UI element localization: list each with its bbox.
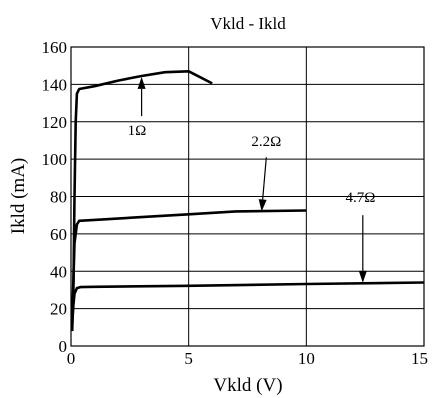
series-label-2: 2.2Ω [251,134,281,150]
y-tick-label: 80 [50,188,67,207]
series-line-1 [70,70,213,332]
annotation-arrowhead-2 [258,199,267,212]
tick-labels: 0 20 40 60 80 100 120 140 160 0 5 10 15 [42,38,429,368]
y-axis-label: Ikld (mA) [8,158,29,235]
y-tick-label: 100 [42,150,68,169]
series-line-2 [70,209,307,317]
annotation-arrowhead-1 [137,76,146,89]
y-tick-label: 60 [50,225,67,244]
series-line-3 [70,281,425,324]
y-tick-label: 0 [59,337,68,356]
plot-frame [70,46,425,347]
grid-lines [71,47,424,346]
annotation-arrowhead-3 [358,270,367,283]
y-tick-label: 40 [50,262,67,281]
x-axis-label: Vkld (V) [213,375,282,396]
series-label-1: 1Ω [128,123,147,139]
y-tick-label: 140 [42,75,68,94]
series-label-3: 4.7Ω [346,190,376,206]
chart-title: Vkld - Ikld [210,14,286,33]
series-lines [70,70,425,332]
annotation-arrow-2 [262,157,267,200]
y-tick-label: 120 [42,113,68,132]
y-tick-label: 160 [42,38,68,57]
x-tick-label: 5 [184,349,193,368]
y-tick-label: 20 [50,300,67,319]
x-tick-label: 0 [67,349,76,368]
annotations: 1Ω 2.2Ω 4.7Ω [128,76,376,283]
x-tick-label: 15 [411,349,428,368]
x-tick-label: 10 [298,349,315,368]
